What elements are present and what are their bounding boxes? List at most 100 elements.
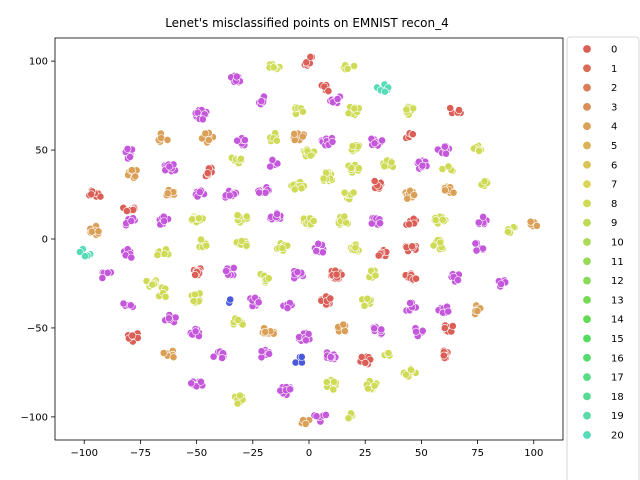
data-point — [153, 251, 162, 259]
data-point — [454, 276, 462, 284]
data-point — [209, 352, 218, 361]
legend-label: 8 — [611, 199, 617, 210]
legend-marker — [582, 314, 592, 324]
data-point — [479, 244, 487, 253]
legend-marker — [582, 353, 592, 363]
data-point — [164, 314, 173, 323]
data-point — [526, 217, 535, 226]
data-point — [127, 217, 136, 225]
data-point — [160, 249, 169, 258]
data-point — [159, 349, 168, 357]
y-tick-label: 0 — [42, 235, 48, 246]
data-point — [361, 358, 370, 367]
data-point — [233, 399, 242, 408]
data-point — [322, 378, 331, 386]
data-point — [340, 326, 349, 335]
data-point — [314, 239, 323, 248]
data-point — [278, 244, 287, 253]
data-point — [344, 109, 353, 118]
data-point — [236, 154, 245, 163]
data-point — [472, 246, 481, 255]
data-point — [405, 220, 413, 229]
x-tick-label: 75 — [471, 448, 484, 459]
legend-label: 20 — [611, 431, 624, 442]
data-point — [306, 53, 315, 61]
data-point — [418, 326, 427, 335]
legend-label: 5 — [611, 141, 617, 152]
data-point — [533, 221, 541, 230]
data-point — [360, 301, 369, 310]
data-point — [197, 377, 205, 386]
data-point — [474, 218, 483, 227]
legend-label: 12 — [611, 276, 624, 287]
data-point — [429, 241, 438, 250]
data-point — [402, 370, 410, 379]
data-point — [194, 214, 203, 223]
data-point — [409, 104, 418, 113]
data-point — [412, 327, 420, 336]
x-axis: −100 −75 −50 −25 0 25 50 75 100 — [70, 440, 543, 459]
data-point — [163, 135, 172, 144]
data-point — [402, 105, 411, 114]
data-point — [347, 164, 356, 172]
data-point — [297, 352, 306, 361]
legend-label: 0 — [611, 45, 617, 56]
data-point — [225, 191, 234, 200]
data-point — [302, 58, 311, 67]
legend-marker — [582, 333, 592, 343]
x-tick-label: −50 — [186, 448, 207, 459]
data-point — [242, 241, 251, 250]
data-point — [351, 243, 360, 252]
data-point — [376, 219, 384, 228]
data-point — [497, 280, 505, 288]
data-point — [439, 351, 448, 360]
data-point — [272, 136, 281, 145]
data-point — [370, 324, 379, 333]
data-point — [201, 129, 210, 138]
data-point — [255, 188, 264, 197]
data-point — [222, 267, 230, 275]
legend-marker — [582, 198, 592, 208]
data-point — [242, 212, 251, 221]
data-point — [333, 95, 342, 103]
plot-frame — [54, 37, 564, 441]
data-point — [197, 235, 205, 244]
legend-marker — [582, 295, 592, 305]
legend-label: 13 — [611, 295, 624, 306]
data-point — [441, 186, 449, 195]
data-point — [298, 107, 307, 116]
data-point — [88, 227, 96, 236]
legend-label: 14 — [611, 315, 624, 326]
data-point — [163, 189, 172, 198]
data-point — [283, 304, 292, 312]
data-point — [302, 336, 310, 345]
data-point — [161, 292, 170, 301]
data-point — [96, 192, 105, 201]
data-point — [444, 307, 453, 316]
data-point — [374, 251, 383, 260]
data-point — [479, 212, 487, 221]
data-point — [87, 190, 96, 199]
data-point — [438, 215, 447, 224]
legend-frame — [566, 36, 640, 480]
data-point — [309, 217, 318, 225]
data-point — [187, 379, 196, 388]
data-point — [350, 104, 359, 113]
data-point — [412, 274, 420, 283]
legend-label: 10 — [611, 238, 624, 249]
data-point — [344, 414, 353, 423]
data-point — [408, 242, 417, 251]
data-point — [436, 238, 445, 247]
data-point — [198, 115, 207, 124]
data-point — [448, 322, 457, 330]
data-point — [349, 188, 358, 197]
data-point — [480, 177, 489, 186]
data-point — [257, 97, 266, 106]
data-point — [403, 194, 412, 203]
data-point — [378, 136, 386, 145]
legend-marker — [582, 372, 592, 382]
data-point — [318, 248, 327, 257]
data-point — [431, 216, 440, 224]
data-point — [444, 162, 453, 171]
data-point — [455, 106, 463, 114]
